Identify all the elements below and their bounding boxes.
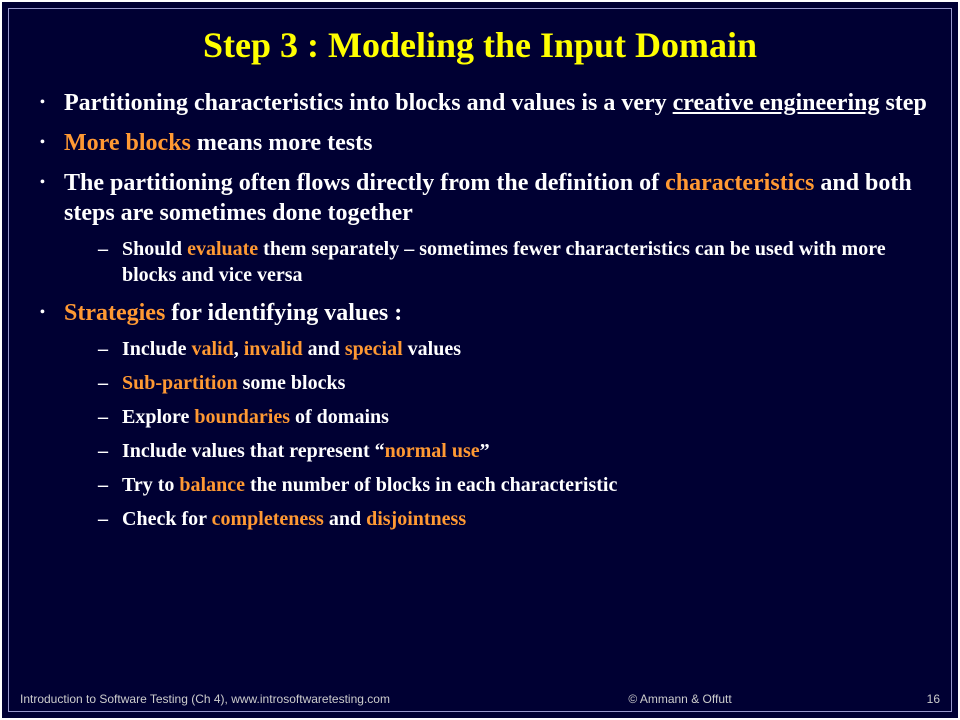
- bullet-2-highlight: More blocks: [64, 130, 191, 156]
- b4s6-hl2: disjointness: [366, 508, 466, 530]
- bullet-2: More blocks means more tests: [34, 128, 930, 158]
- b4s3-post: of domains: [290, 406, 389, 428]
- bullet-3-sublist: Should evaluate them separately – someti…: [64, 236, 930, 288]
- b4s6-pre: Check for: [122, 508, 212, 530]
- b4s2-hl: Sub-partition: [122, 372, 238, 394]
- b4s4-hl: normal use: [385, 440, 480, 462]
- bullet-1-text-post: step: [879, 90, 926, 116]
- bullet-4-sub-5: Try to balance the number of blocks in e…: [98, 472, 930, 498]
- b3s1-hl: evaluate: [187, 238, 258, 260]
- bullet-3-sub-1: Should evaluate them separately – someti…: [98, 236, 930, 288]
- b4s1-hl2: invalid: [244, 338, 303, 360]
- footer-center: © Ammann & Offutt: [460, 692, 900, 706]
- bullet-4: Strategies for identifying values : Incl…: [34, 298, 930, 532]
- page-number: 16: [900, 692, 940, 706]
- b4s5-pre: Try to: [122, 474, 179, 496]
- b4s6-hl1: completeness: [212, 508, 324, 530]
- bullet-3-pre: The partitioning often flows directly fr…: [64, 170, 665, 196]
- b4s5-hl: balance: [179, 474, 245, 496]
- bullet-4-sub-3: Explore boundaries of domains: [98, 404, 930, 430]
- bullet-4-sublist: Include valid, invalid and special value…: [64, 336, 930, 532]
- b4s6-mid: and: [324, 508, 366, 530]
- b4s4-post: ”: [480, 440, 490, 462]
- bullet-4-sub-4: Include values that represent “normal us…: [98, 438, 930, 464]
- b4s4-pre: Include values that represent “: [122, 440, 385, 462]
- bullet-4-sub-6: Check for completeness and disjointness: [98, 506, 930, 532]
- b4s1-mid2: and: [303, 338, 345, 360]
- slide: Step 3 : Modeling the Input Domain Parti…: [0, 0, 960, 720]
- b4s2-post: some blocks: [238, 372, 346, 394]
- b4s1-pre: Include: [122, 338, 191, 360]
- b4s1-mid1: ,: [234, 338, 244, 360]
- b4s3-pre: Explore: [122, 406, 194, 428]
- b4s1-post: values: [403, 338, 461, 360]
- bullet-4-post: for identifying values :: [165, 300, 402, 326]
- bullet-4-highlight: Strategies: [64, 300, 165, 326]
- b4s1-hl3: special: [345, 338, 403, 360]
- b4s1-hl1: valid: [191, 338, 233, 360]
- bullet-2-text: means more tests: [191, 130, 373, 156]
- footer-left: Introduction to Software Testing (Ch 4),…: [20, 692, 460, 706]
- bullet-4-sub-1: Include valid, invalid and special value…: [98, 336, 930, 362]
- bullet-1: Partitioning characteristics into blocks…: [34, 88, 930, 118]
- bullet-list: Partitioning characteristics into blocks…: [30, 88, 930, 532]
- footer: Introduction to Software Testing (Ch 4),…: [20, 692, 940, 706]
- b4s5-post: the number of blocks in each characteris…: [245, 474, 617, 496]
- b3s1-pre: Should: [122, 238, 187, 260]
- bullet-1-underline: creative engineering: [673, 90, 880, 116]
- slide-title: Step 3 : Modeling the Input Domain: [30, 24, 930, 66]
- bullet-4-sub-2: Sub-partition some blocks: [98, 370, 930, 396]
- bullet-1-text-pre: Partitioning characteristics into blocks…: [64, 90, 673, 116]
- b4s3-hl: boundaries: [194, 406, 290, 428]
- bullet-3-highlight: characteristics: [665, 170, 814, 196]
- bullet-3: The partitioning often flows directly fr…: [34, 168, 930, 288]
